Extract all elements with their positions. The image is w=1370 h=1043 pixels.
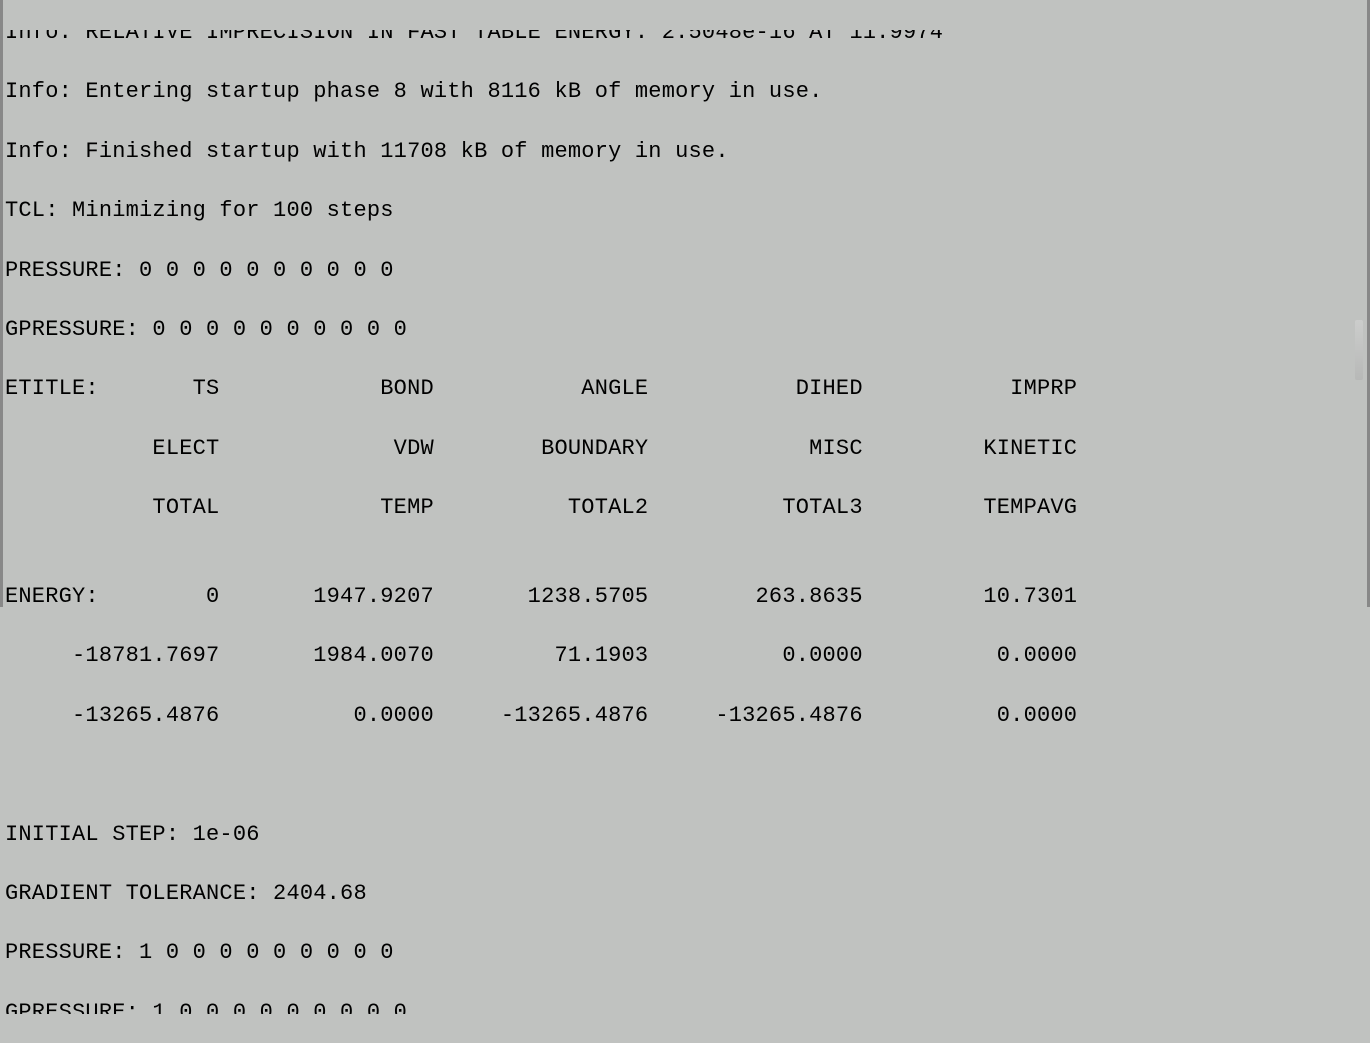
- terminal-line: ENERGY: 0 1947.9207 1238.5705 263.8635 1…: [5, 582, 1365, 612]
- terminal-line-partial-bottom: GPRESSURE: 1 0 0 0 0 0 0 0 0 0: [5, 998, 1365, 1014]
- terminal-line: Info: Entering startup phase 8 with 8116…: [5, 77, 1365, 107]
- terminal-line: GRADIENT TOLERANCE: 2404.68: [5, 879, 1365, 909]
- terminal-line: TOTAL TEMP TOTAL2 TOTAL3 TEMPAVG: [5, 493, 1365, 523]
- terminal-line: -18781.7697 1984.0070 71.1903 0.0000 0.0…: [5, 641, 1365, 671]
- scrollbar-thumb[interactable]: [1355, 320, 1363, 380]
- terminal-line: Info: Finished startup with 11708 kB of …: [5, 137, 1365, 167]
- terminal-line: INITIAL STEP: 1e-06: [5, 820, 1365, 850]
- terminal-line: GPRESSURE: 0 0 0 0 0 0 0 0 0 0: [5, 315, 1365, 345]
- terminal-line: PRESSURE: 1 0 0 0 0 0 0 0 0 0: [5, 938, 1365, 968]
- terminal-line: TCL: Minimizing for 100 steps: [5, 196, 1365, 226]
- terminal-line: -13265.4876 0.0000 -13265.4876 -13265.48…: [5, 701, 1365, 731]
- terminal-line-partial-top: Info: RELATIVE IMPRECISION IN FAST TABLE…: [5, 30, 1365, 48]
- terminal-output: Info: RELATIVE IMPRECISION IN FAST TABLE…: [5, 0, 1365, 1043]
- terminal-line: PRESSURE: 0 0 0 0 0 0 0 0 0 0: [5, 256, 1365, 286]
- terminal-line: ELECT VDW BOUNDARY MISC KINETIC: [5, 434, 1365, 464]
- terminal-line: ETITLE: TS BOND ANGLE DIHED IMPRP: [5, 374, 1365, 404]
